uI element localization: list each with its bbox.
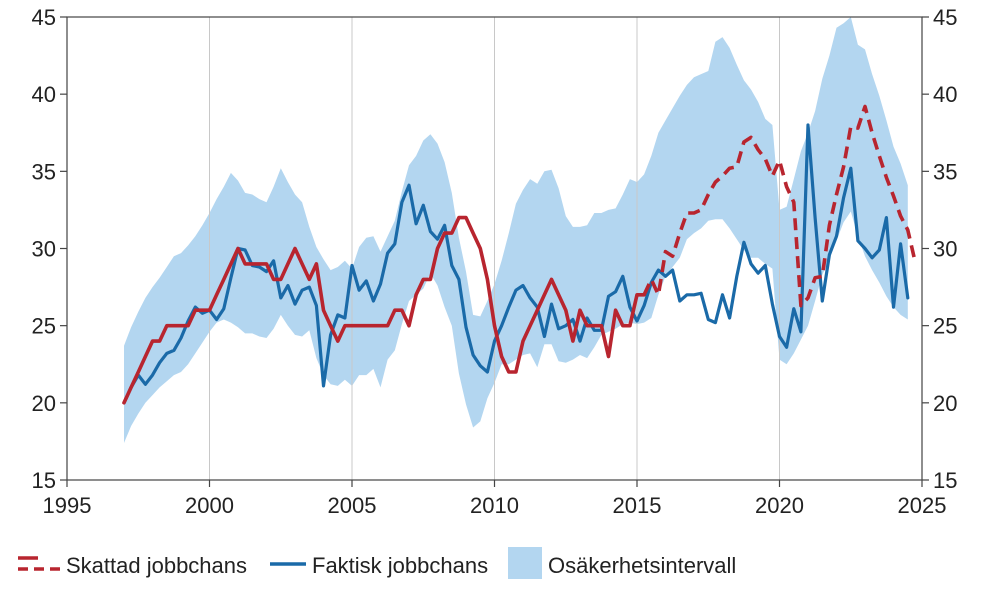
legend-swatch-osakerhetsintervall xyxy=(508,547,542,579)
series-line-skattad-jobbchans-dashed xyxy=(642,104,917,308)
y-tick-label-right-40: 40 xyxy=(933,82,957,107)
legend-label-osakerhetsintervall: Osäkerhetsintervall xyxy=(548,553,736,578)
y-tick-label-right-45: 45 xyxy=(933,5,957,30)
legend-label-skattad-jobbchans: Skattad jobbchans xyxy=(66,553,247,578)
y-tick-label-left-20: 20 xyxy=(32,391,56,416)
y-tick-label-left-40: 40 xyxy=(32,82,56,107)
x-tick-label-1995: 1995 xyxy=(43,493,92,518)
series-line-skattad-jobbchans xyxy=(122,215,646,405)
y-tick-label-left-35: 35 xyxy=(32,159,56,184)
y-tick-label-left-30: 30 xyxy=(32,237,56,262)
y-tick-label-left-45: 45 xyxy=(32,5,56,30)
y-tick-label-right-35: 35 xyxy=(933,159,957,184)
x-tick-label-2005: 2005 xyxy=(328,493,377,518)
y-tick-label-left-15: 15 xyxy=(32,468,56,493)
x-tick-label-2025: 2025 xyxy=(898,493,947,518)
series-line-faktisk-jobbchans xyxy=(122,123,910,405)
x-tick-label-2020: 2020 xyxy=(755,493,804,518)
y-tick-label-left-25: 25 xyxy=(32,314,56,339)
y-tick-label-right-15: 15 xyxy=(933,468,957,493)
legend: Skattad jobbchans Faktisk jobbchans Osäker… xyxy=(18,547,736,579)
y-tick-label-right-30: 30 xyxy=(933,237,957,262)
x-tick-label-2015: 2015 xyxy=(613,493,662,518)
x-tick-label-2000: 2000 xyxy=(185,493,234,518)
uncertainty-band xyxy=(124,17,908,443)
y-tick-label-right-20: 20 xyxy=(933,391,957,416)
axes-layer xyxy=(60,16,929,487)
grid-layer xyxy=(209,17,780,480)
legend-label-faktisk-jobbchans: Faktisk jobbchans xyxy=(312,553,488,578)
series-layer xyxy=(122,104,917,405)
uncertainty-band-layer xyxy=(124,17,908,443)
x-tick-label-2010: 2010 xyxy=(470,493,519,518)
y-tick-label-right-25: 25 xyxy=(933,314,957,339)
